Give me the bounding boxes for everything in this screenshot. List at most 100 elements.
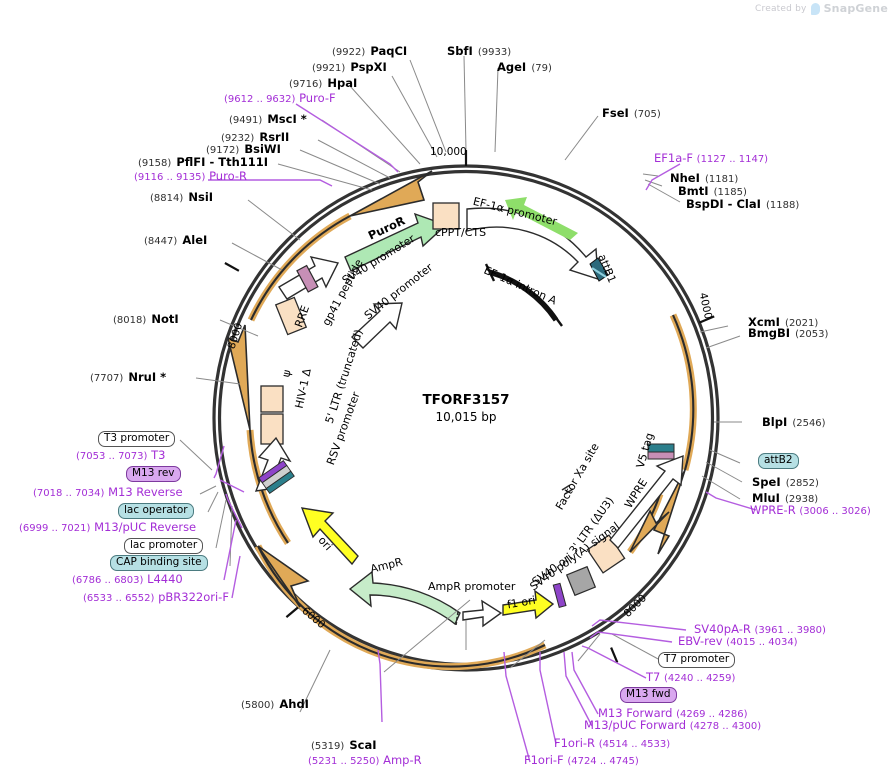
enzyme-pos-alei: (8447) [144, 236, 178, 247]
primer-range-f1ori-r: (4514 .. 4533) [598, 739, 671, 750]
enzyme-name-blpi: BlpI [762, 415, 788, 429]
primer-label-amp-r[interactable]: (5231 .. 5250) Amp-R [308, 754, 422, 768]
primer-label-wpre-r[interactable]: WPRE-R (3006 .. 3026) [750, 504, 871, 518]
feature-v5-tag [647, 443, 675, 460]
primer-name-t7: T7 [646, 670, 661, 684]
enzyme-name-bmgbi: BmgBI [748, 326, 791, 340]
feature-sv40-polya [565, 565, 597, 597]
primer-label-m13-puc-reverse[interactable]: (6999 .. 7021) M13/pUC Reverse [19, 521, 196, 535]
enzyme-pos-spei: (2852) [785, 478, 819, 489]
tag-lac-promoter[interactable]: lac promoter [124, 538, 204, 554]
enzyme-label-scai[interactable]: (5319) ScaI [311, 736, 377, 753]
feature-ef1a-promoter [466, 207, 599, 280]
enzyme-label-hpai[interactable]: (9716) HpaI [289, 74, 357, 91]
snapgene-watermark: Created by SnapGene [755, 2, 888, 15]
ruler-ticks [224, 150, 715, 663]
enzyme-name-spei: SpeI [752, 475, 781, 489]
enzyme-label-spei[interactable]: SpeI (2852) [752, 473, 819, 490]
primer-range-t3: (7053 .. 7073) [76, 451, 148, 462]
enzyme-name-sbfi: SbfI [447, 44, 473, 58]
feature-ef1a-green-arrow [505, 197, 578, 240]
tag-t3-promoter[interactable]: T3 promoter [98, 431, 176, 447]
primer-range-m13-puc-forward: (4278 .. 4300) [689, 721, 762, 732]
enzyme-label-ahdi[interactable]: (5800) AhdI [241, 695, 309, 712]
enzyme-label-bmgbi[interactable]: BmgBI (2053) [748, 324, 828, 341]
primer-label-puro-f[interactable]: (9612 .. 9632) Puro-F [224, 92, 336, 106]
tag-m13-fwd[interactable]: M13 fwd [620, 687, 677, 703]
enzyme-label-noti[interactable]: (8018) NotI [113, 310, 179, 327]
feature-cppt-cts [432, 202, 460, 230]
watermark-brand: SnapGene [823, 2, 888, 15]
enzyme-label-nsii[interactable]: (8814) NsiI [150, 188, 213, 205]
tag-t7-promoter[interactable]: T7 promoter [658, 652, 736, 668]
primer-label-ebv-rev[interactable]: EBV-rev (4015 .. 4034) [678, 635, 798, 649]
primer-range-ef1a-f: (1127 .. 1147) [696, 154, 769, 165]
enzyme-label-pspxi[interactable]: (9921) PspXI [312, 58, 387, 75]
enzyme-label-pflfi-tth111i[interactable]: (9158) PflFI - Tth111I [138, 153, 268, 170]
primer-label-m13-forward[interactable]: M13 Forward (4269 .. 4286) [598, 707, 748, 721]
primer-range-wpre-r: (3006 .. 3026) [799, 506, 871, 517]
enzyme-label-nhei[interactable]: NheI (1181) [670, 169, 738, 186]
primer-name-m13-puc-forward: M13/pUC Forward [584, 718, 687, 732]
enzyme-name-hpai: HpaI [327, 76, 358, 90]
tag-m13-rev[interactable]: M13 rev [126, 466, 181, 482]
feature-puror [344, 212, 448, 272]
primer-label-t3[interactable]: (7053 .. 7073) T3 [76, 449, 165, 463]
primer-label-sv40pa-r[interactable]: SV40pA-R (3961 .. 3980) [694, 623, 826, 637]
enzyme-name-bspdi: BspDI - ClaI [686, 197, 761, 211]
primer-label-puro-r[interactable]: (9116 .. 9135) Puro-R [134, 170, 247, 184]
primer-range-puro-r: (9116 .. 9135) [134, 172, 206, 183]
enzyme-label-agei[interactable]: AgeI (79) [497, 58, 552, 75]
enzyme-label-blpi[interactable]: BlpI (2546) [762, 413, 826, 430]
enzyme-name-nsii: NsiI [188, 190, 214, 204]
primer-name-ebv-rev: EBV-rev [678, 634, 723, 648]
primer-label-m13-puc-forward[interactable]: M13/pUC Forward (4278 .. 4300) [584, 719, 761, 733]
primer-label-m13-reverse[interactable]: (7018 .. 7034) M13 Reverse [33, 486, 183, 500]
enzyme-label-mlui[interactable]: MluI (2938) [752, 489, 818, 506]
primer-label-t7[interactable]: T7 (4240 .. 4259) [646, 671, 735, 685]
feature-mcs-cluster [258, 460, 295, 495]
tag-lac-operator[interactable]: lac operator [118, 503, 194, 519]
enzyme-label-alei[interactable]: (8447) AleI [144, 231, 207, 248]
feature-factor-xa-site [561, 484, 574, 495]
enzyme-pos-nsii: (8814) [150, 193, 184, 204]
primer-range-l4440: (6786 .. 6803) [72, 575, 144, 586]
primer-label-l4440[interactable]: (6786 .. 6803) L4440 [72, 573, 183, 587]
feature-sv40-promoter-2 [350, 302, 403, 349]
enzyme-label-bsiwi[interactable]: (9172) BsiWI [206, 140, 281, 157]
primer-label-ef1a-f[interactable]: EF1a-F (1127 .. 1147) [654, 152, 768, 166]
primer-range-ebv-rev: (4015 .. 4034) [726, 637, 798, 648]
enzyme-pos-rsrii: (9232) [221, 133, 255, 144]
primer-range-puro-f: (9612 .. 9632) [224, 94, 296, 105]
enzyme-pos-mlui: (2938) [784, 494, 819, 505]
enzyme-label-paqci[interactable]: (9922) PaqCI [332, 42, 407, 59]
tag-cap-binding-site[interactable]: CAP binding site [110, 555, 208, 571]
enzyme-pos-bspdi: (1188) [765, 200, 800, 211]
enzyme-label-msci[interactable]: (9491) MscI * [229, 110, 307, 127]
feature-gp41-peptide [296, 264, 319, 293]
enzyme-label-fsei[interactable]: FseI (705) [602, 104, 661, 121]
primer-name-puro-f: Puro-F [299, 91, 336, 105]
primer-name-f1ori-f: F1ori-F [524, 753, 564, 767]
feature-ampr [348, 570, 461, 626]
enzyme-pos-agei: (79) [531, 63, 552, 74]
enzyme-name-pflfi: PflFI - Tth111I [176, 155, 269, 169]
enzyme-label-rsrii[interactable]: (9232) RsrII [221, 128, 289, 145]
feature-hiv1-5ltr [260, 413, 284, 445]
primer-label-pbr322ori-f[interactable]: (6533 .. 6552) pBR322ori-F [83, 591, 229, 605]
enzyme-label-bspdi-clai[interactable]: BspDI - ClaI (1188) [686, 195, 799, 212]
enzyme-label-sbfi[interactable]: SbfI (9933) [447, 42, 511, 59]
primer-name-sv40pa-r: SV40pA-R [694, 622, 751, 636]
enzyme-pos-msci: (9491) [229, 115, 263, 126]
enzyme-label-bmti[interactable]: BmtI (1185) [678, 182, 747, 199]
primer-name-m13-puc-reverse: M13/pUC Reverse [94, 520, 197, 534]
enzyme-name-pspxi: PspXI [350, 60, 387, 74]
primer-name-m13-forward: M13 Forward [598, 706, 673, 720]
feature-ori [300, 507, 359, 566]
enzyme-name-nrui: NruI * [128, 370, 167, 384]
primer-label-f1ori-r[interactable]: F1ori-R (4514 .. 4533) [554, 737, 670, 751]
enzyme-label-xcmi[interactable]: XcmI (2021) [748, 313, 818, 330]
tag-attb2[interactable]: attB2 [758, 453, 799, 469]
enzyme-label-nrui[interactable]: (7707) NruI * [90, 368, 166, 385]
primer-label-f1ori-f[interactable]: F1ori-F (4724 .. 4745) [524, 754, 639, 768]
